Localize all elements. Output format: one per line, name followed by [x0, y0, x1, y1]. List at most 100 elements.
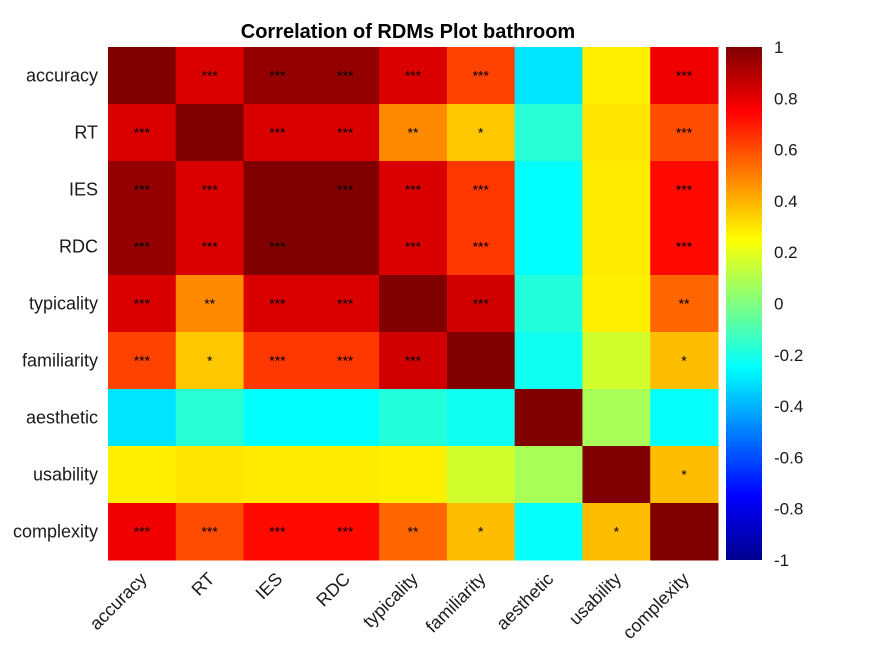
heatmap-cell [175, 218, 245, 276]
y-tick-label: RT [74, 123, 98, 143]
heatmap-cell [311, 503, 380, 561]
x-tick-label: usability [565, 569, 625, 629]
heatmap-cell [446, 503, 516, 561]
heatmap-cell [650, 275, 719, 333]
heatmap-cell [650, 389, 719, 447]
heatmap-cell [311, 218, 380, 276]
heatmap-cell [108, 389, 177, 447]
heatmap-cell [514, 47, 583, 105]
heatmap-cell [582, 104, 651, 162]
heatmap-cell [446, 218, 516, 276]
heatmap-cell [650, 446, 719, 504]
colorbar-tick-label: 0.4 [774, 192, 798, 211]
significance-label: *** [405, 353, 422, 369]
heatmap-cells [108, 47, 719, 561]
significance-label: * [681, 353, 687, 369]
significance-label: *** [337, 125, 354, 141]
heatmap-cell [243, 503, 312, 561]
significance-label: *** [269, 524, 286, 540]
significance-label: *** [134, 353, 151, 369]
heatmap-cell [582, 389, 651, 447]
significance-label: *** [201, 68, 218, 84]
significance-label: *** [676, 182, 693, 198]
significance-label: *** [201, 524, 218, 540]
significance-label: *** [473, 239, 490, 255]
y-tick-label: familiarity [22, 351, 98, 371]
heatmap-cell [379, 161, 448, 219]
heatmap-cell [446, 104, 516, 162]
heatmap-cell [311, 446, 380, 504]
heatmap-cell [446, 275, 516, 333]
y-tick-label: usability [33, 465, 98, 485]
significance-label: * [681, 467, 687, 483]
y-tick-label: typicality [29, 294, 98, 314]
heatmap-cell [379, 446, 448, 504]
significance-label: *** [337, 296, 354, 312]
significance-markers: *** *** *** *** *** ****** *** *** ** * ****** *** *… [134, 68, 693, 540]
heatmap-cell [243, 275, 312, 333]
heatmap-cell [446, 332, 516, 390]
colorbar-tick-label: 1 [774, 38, 783, 57]
heatmap-cell [311, 389, 380, 447]
heatmap-cell [175, 47, 245, 105]
colorbar-tick-label: -0.2 [774, 346, 803, 365]
y-axis-tick-labels: accuracy RT IES RDC typicality familiarity aes… [13, 66, 98, 542]
heatmap-cell [514, 332, 583, 390]
heatmap-cell [108, 161, 177, 219]
heatmap-cell [446, 47, 516, 105]
y-tick-label: IES [69, 180, 98, 200]
significance-label: *** [337, 353, 354, 369]
y-tick-label: accuracy [26, 66, 98, 86]
heatmap-cell [108, 47, 177, 105]
significance-label: *** [405, 68, 422, 84]
heatmap-cell [175, 161, 245, 219]
heatmap-cell [582, 503, 651, 561]
heatmap-cell [582, 332, 651, 390]
significance-label: *** [201, 239, 218, 255]
heatmap-cell [175, 104, 245, 162]
heatmap-cell [175, 275, 245, 333]
significance-label: *** [201, 182, 218, 198]
significance-label: *** [269, 125, 286, 141]
heatmap-cell [175, 503, 245, 561]
heatmap-cell [446, 161, 516, 219]
heatmap-cell [650, 161, 719, 219]
significance-label: *** [473, 68, 490, 84]
heatmap-cell [379, 503, 448, 561]
y-tick-label: aesthetic [26, 408, 98, 428]
x-tick-label: complexity [619, 569, 693, 643]
significance-label: ** [408, 125, 419, 141]
significance-label: *** [134, 125, 151, 141]
significance-label: *** [676, 125, 693, 141]
heatmap-cell [582, 275, 651, 333]
heatmap-cell [108, 503, 177, 561]
significance-label: *** [134, 182, 151, 198]
heatmap-cell [650, 218, 719, 276]
significance-label: *** [269, 353, 286, 369]
significance-label: *** [134, 239, 151, 255]
significance-label: *** [405, 182, 422, 198]
heatmap-cell [311, 161, 380, 219]
heatmap-cell [108, 446, 177, 504]
significance-label: *** [134, 296, 151, 312]
heatmap-cell [311, 332, 380, 390]
heatmap-cell [650, 104, 719, 162]
heatmap-cell [379, 218, 448, 276]
significance-label: *** [473, 296, 490, 312]
heatmap-cell [379, 47, 448, 105]
colorbar-tick-label: 0.8 [774, 89, 798, 108]
heatmap-cell [175, 389, 245, 447]
significance-label: * [478, 524, 484, 540]
heatmap-cell [582, 446, 651, 504]
colorbar-tick-label: -0.8 [774, 500, 803, 519]
heatmap-cell [514, 389, 583, 447]
heatmap-cell [379, 332, 448, 390]
heatmap-cell [108, 332, 177, 390]
chart-title: Correlation of RDMs Plot bathroom [241, 21, 575, 43]
colorbar-tick-label: 0 [774, 295, 783, 314]
heatmap-cell [243, 218, 312, 276]
heatmap-cell [311, 104, 380, 162]
heatmap-cell [650, 47, 719, 105]
significance-label: *** [269, 239, 286, 255]
